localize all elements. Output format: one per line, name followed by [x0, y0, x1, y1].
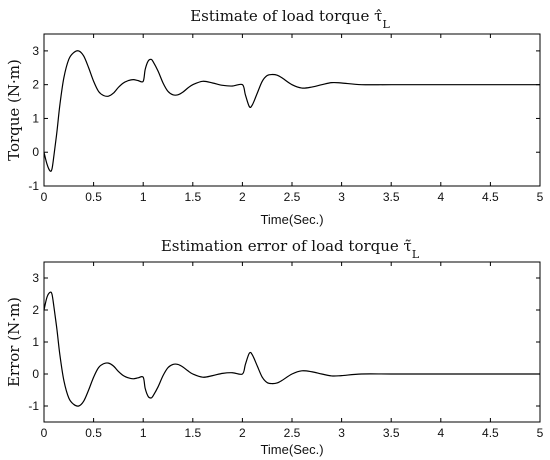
- x-tick-label: 2: [239, 426, 246, 440]
- x-tick-label: 4: [437, 426, 444, 440]
- x-tick-label: 3: [338, 190, 345, 204]
- x-tick-label: 1: [140, 190, 147, 204]
- chart-title: Estimation error of load torque τ̃L: [161, 237, 420, 261]
- y-ticks: -1 0 1 2 3: [28, 271, 540, 413]
- axes-frame: [43, 261, 541, 423]
- x-tick-label: 3.5: [383, 190, 400, 204]
- x-tick-label: 0.5: [85, 426, 102, 440]
- x-axis-label: Time(Sec.): [260, 212, 323, 227]
- y-ticks: -1 0 1 2 3: [28, 44, 540, 193]
- y-axis-label: Error (N·m): [5, 297, 23, 387]
- x-tick-label: 4.5: [482, 426, 499, 440]
- x-ticks: 0 0.5 1 1.5 2 2.5 3 3.5 4 4.5 5: [41, 262, 544, 440]
- y-tick-label: 0: [32, 145, 39, 159]
- x-tick-label: 1.5: [184, 190, 201, 204]
- axes-frame: [43, 33, 541, 187]
- x-tick-label: 3.5: [383, 426, 400, 440]
- series-line: [43, 291, 541, 407]
- x-tick-label: 1.5: [184, 426, 201, 440]
- y-tick-label: 3: [32, 271, 39, 285]
- y-tick-label: -1: [28, 179, 39, 193]
- x-tick-label: 4.5: [482, 190, 499, 204]
- x-tick-label: 0: [41, 190, 48, 204]
- x-tick-label: 5: [537, 426, 544, 440]
- x-tick-label: 2.5: [284, 190, 301, 204]
- chart-title: Estimate of load torque τ̂L: [190, 7, 390, 31]
- x-axis-label: Time(Sec.): [260, 442, 323, 457]
- y-axis-label: Torque (N·m): [5, 59, 23, 161]
- y-tick-label: 0: [32, 367, 39, 381]
- panel-top: Estimate of load torque τ̂L 0 0.5 1 1.5 2 2.5…: [5, 7, 544, 227]
- x-tick-label: 2: [239, 190, 246, 204]
- x-tick-label: 3: [338, 426, 345, 440]
- x-tick-label: 4: [437, 190, 444, 204]
- y-tick-label: 1: [32, 335, 39, 349]
- x-tick-label: 5: [537, 190, 544, 204]
- y-tick-label: 2: [32, 303, 39, 317]
- x-tick-label: 0: [41, 426, 48, 440]
- y-tick-label: 2: [32, 78, 39, 92]
- y-tick-label: 1: [32, 111, 39, 125]
- series-line: [43, 50, 540, 172]
- panel-bottom: Estimation error of load torque τ̃L 0 0.5…: [5, 237, 544, 457]
- x-tick-label: 1: [140, 426, 147, 440]
- x-ticks: 0 0.5 1 1.5 2 2.5 3 3.5 4 4.5 5: [41, 34, 544, 204]
- x-tick-label: 2.5: [284, 426, 301, 440]
- x-tick-label: 0.5: [85, 190, 102, 204]
- y-tick-label: 3: [32, 44, 39, 58]
- y-tick-label: -1: [28, 399, 39, 413]
